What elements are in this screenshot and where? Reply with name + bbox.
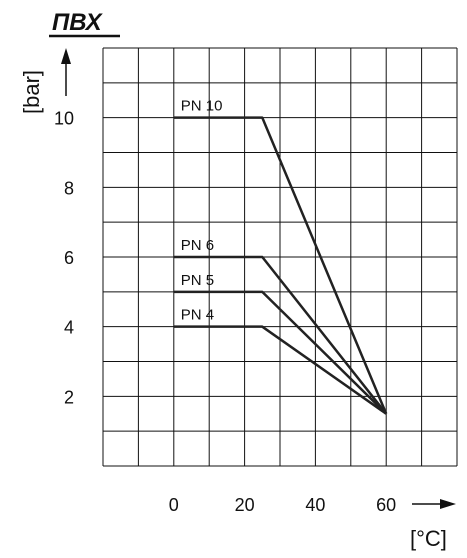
x-tick-label: 40 bbox=[305, 495, 325, 515]
tick-labels: 2 4 6 8 10 0 20 40 60 bbox=[54, 109, 396, 515]
grid bbox=[102, 47, 458, 467]
y-tick-label: 6 bbox=[64, 248, 74, 268]
x-tick-label: 20 bbox=[235, 495, 255, 515]
series-lines: PN 10 PN 6 PN 5 PN 4 bbox=[173, 98, 388, 415]
y-tick-label: 4 bbox=[64, 318, 74, 338]
series-line bbox=[173, 290, 388, 415]
y-tick-label: 2 bbox=[64, 387, 74, 407]
series-label: PN 6 bbox=[181, 237, 214, 254]
y-tick-label: 10 bbox=[54, 109, 74, 129]
series-line bbox=[173, 325, 387, 415]
series-label: PN 10 bbox=[181, 98, 223, 115]
series-line bbox=[173, 255, 388, 415]
series-label: PN 4 bbox=[181, 307, 214, 324]
x-tick-label: 0 bbox=[169, 495, 179, 515]
x-tick-label: 60 bbox=[376, 495, 396, 515]
x-axis-label: [°C] bbox=[410, 526, 447, 551]
series-label: PN 5 bbox=[181, 272, 214, 289]
y-tick-label: 8 bbox=[64, 178, 74, 198]
series-line bbox=[173, 116, 388, 415]
x-axis-arrow-icon bbox=[440, 499, 456, 509]
y-axis-arrow-icon bbox=[61, 48, 71, 64]
y-axis-label: [bar] bbox=[19, 70, 44, 114]
chart-title: ПВХ bbox=[52, 9, 104, 36]
